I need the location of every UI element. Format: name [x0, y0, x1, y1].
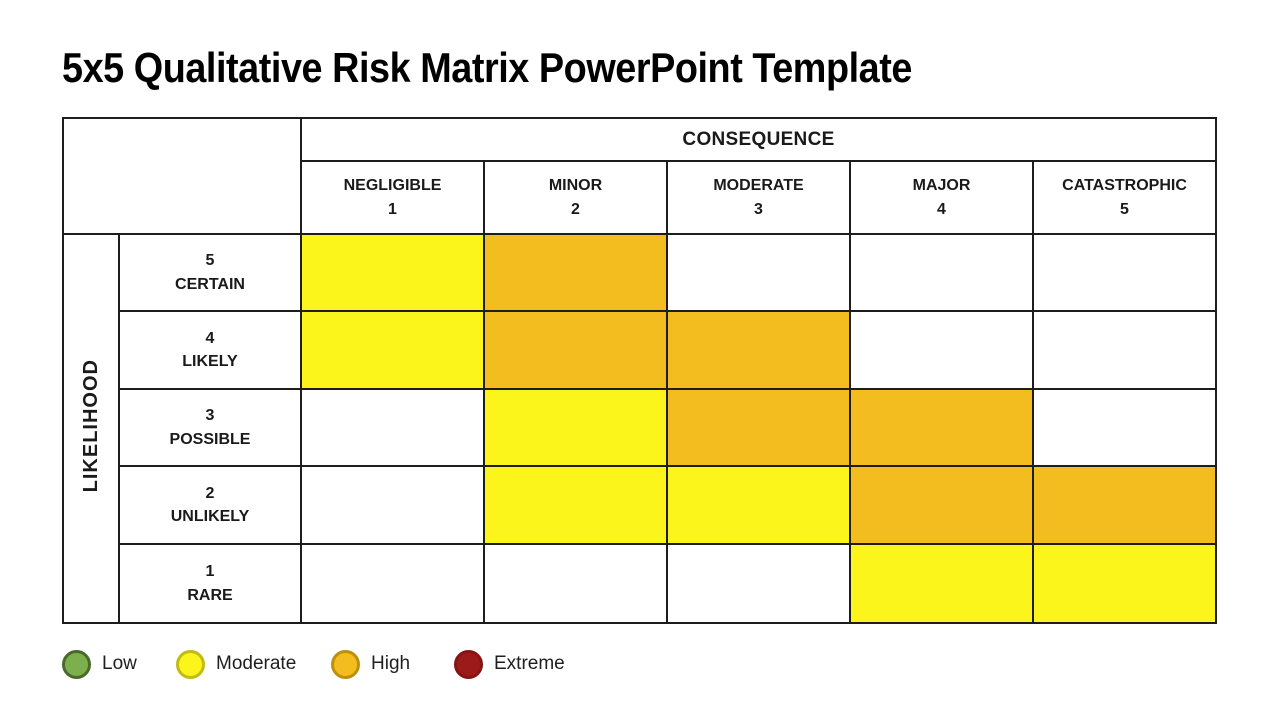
row-header-value: 4: [205, 329, 215, 347]
likelihood-header: LIKELIHOOD: [62, 233, 120, 624]
legend-item-extreme: Extreme: [454, 647, 565, 681]
col-header-negligible: NEGLIGIBLE 1: [300, 160, 485, 235]
matrix-cell[interactable]: [849, 233, 1034, 312]
row-header-value: 3: [205, 407, 215, 425]
col-header-label: MAJOR: [912, 177, 971, 195]
matrix-cell[interactable]: [666, 310, 851, 390]
col-header-major: MAJOR 4: [849, 160, 1034, 235]
matrix-cell[interactable]: [483, 543, 668, 624]
page-title: 5x5 Qualitative Risk Matrix PowerPoint T…: [62, 44, 912, 91]
col-header-minor: MINOR 2: [483, 160, 668, 235]
matrix-row-rare: 1 RARE: [63, 543, 1218, 624]
matrix-cell[interactable]: [1031, 543, 1218, 624]
col-header-value: 4: [937, 200, 946, 218]
col-header-label: NEGLIGIBLE: [343, 177, 442, 195]
legend-label: Extreme: [494, 653, 565, 674]
legend: Low Moderate High Extreme: [0, 647, 1280, 683]
matrix-cell[interactable]: [1031, 388, 1218, 467]
col-header-label: MINOR: [548, 177, 603, 195]
matrix-row-unlikely: 2 UNLIKELY: [63, 465, 1218, 545]
col-header-moderate: MODERATE 3: [666, 160, 851, 235]
risk-matrix-table: CONSEQUENCE NEGLIGIBLE 1 MINOR 2 MODERAT…: [62, 117, 1218, 624]
matrix-row-likely: 4 LIKELY: [63, 310, 1218, 390]
matrix-cell[interactable]: [849, 310, 1034, 390]
row-header-label: LIKELY: [182, 353, 238, 370]
moderate-swatch-icon: [176, 649, 205, 679]
matrix-cell[interactable]: [666, 543, 851, 624]
consequence-header: CONSEQUENCE: [299, 117, 1218, 162]
col-header-value: 2: [571, 200, 580, 218]
col-header-value: 5: [1120, 200, 1129, 218]
row-header-value: 5: [205, 252, 215, 270]
matrix-cell[interactable]: [300, 465, 485, 545]
matrix-cell[interactable]: [666, 233, 851, 312]
matrix-row-possible: 3 POSSIBLE: [63, 388, 1218, 467]
row-header-possible: 3 POSSIBLE: [118, 388, 302, 467]
col-header-label: MODERATE: [713, 177, 804, 195]
low-swatch-icon: [62, 649, 91, 679]
row-header-rare: 1 RARE: [118, 543, 302, 624]
matrix-row-certain: LIKELIHOOD 5 CERTAIN: [62, 233, 1218, 624]
row-header-unlikely: 2 UNLIKELY: [118, 465, 302, 545]
row-header-certain: 5 CERTAIN: [118, 233, 302, 312]
col-header-value: 1: [388, 200, 397, 218]
col-header-label: CATASTROPHIC: [1062, 177, 1187, 195]
matrix-cell[interactable]: [483, 233, 668, 312]
legend-label: High: [371, 653, 411, 674]
matrix-cell[interactable]: [849, 388, 1034, 467]
matrix-cell[interactable]: [666, 388, 851, 467]
matrix-cell[interactable]: [666, 465, 851, 545]
legend-item-moderate: Moderate: [176, 647, 296, 681]
matrix-cell[interactable]: [483, 465, 668, 545]
matrix-cell[interactable]: [1031, 310, 1218, 390]
high-swatch-icon: [331, 649, 360, 679]
legend-label: Low: [102, 653, 137, 674]
col-header-value: 3: [754, 200, 763, 218]
col-header-catastrophic: CATASTROPHIC 5: [1031, 160, 1218, 235]
matrix-cell[interactable]: [483, 310, 668, 390]
matrix-cell[interactable]: [849, 465, 1034, 545]
matrix-cell[interactable]: [300, 310, 485, 390]
matrix-cell[interactable]: [300, 233, 485, 312]
row-header-label: RARE: [187, 586, 233, 604]
matrix-cell[interactable]: [1031, 465, 1218, 545]
legend-item-high: High: [331, 647, 410, 681]
extreme-swatch-icon: [454, 649, 483, 679]
row-header-value: 1: [205, 563, 215, 581]
matrix-cell[interactable]: [300, 388, 485, 467]
legend-label: Moderate: [216, 653, 297, 674]
matrix-cell[interactable]: [483, 388, 668, 467]
column-header-row: NEGLIGIBLE 1 MINOR 2 MODERATE 3 MAJOR 4 …: [63, 160, 1218, 235]
row-header-likely: 4 LIKELY: [118, 310, 302, 390]
row-header-label: CERTAIN: [175, 275, 245, 293]
legend-item-low: Low: [62, 647, 137, 681]
matrix-cell[interactable]: [1031, 233, 1218, 312]
row-header-value: 2: [205, 484, 215, 502]
matrix-cell[interactable]: [849, 543, 1034, 624]
matrix-cell[interactable]: [300, 543, 485, 624]
row-header-label: UNLIKELY: [170, 508, 250, 525]
corner-blank-cell: [62, 117, 302, 235]
row-header-label: POSSIBLE: [169, 430, 251, 448]
likelihood-label: LIKELIHOOD: [79, 358, 102, 493]
